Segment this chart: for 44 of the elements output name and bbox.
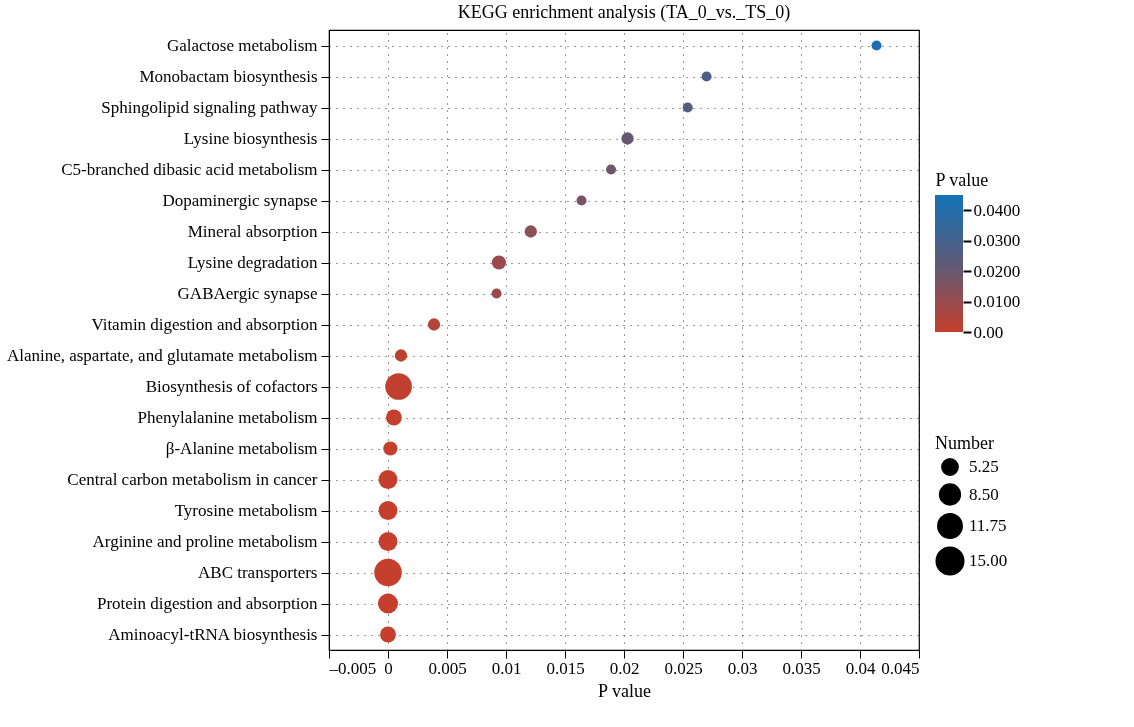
color-bar-label: 0.0200 (973, 261, 1021, 281)
y-tick-label: C5-branched dibasic acid metabolism (61, 160, 318, 179)
color-bar-label: 0.0100 (973, 292, 1021, 312)
x-tick-label: 0.005 (428, 658, 467, 678)
y-tick-label: Biosynthesis of cofactors (145, 377, 318, 396)
y-tick-label: Sphingolipid signaling pathway (101, 98, 318, 117)
legend-title: Number (935, 433, 994, 453)
x-tick-label: 0.035 (782, 658, 821, 678)
y-tick-label: Mineral absorption (187, 222, 318, 241)
y-tick-label: Dopaminergic synapse (162, 191, 318, 210)
x-tick-label: 0.04 (845, 658, 876, 678)
color-bar-title: P value (935, 169, 989, 190)
color-bar-label: 0.0400 (973, 200, 1021, 220)
y-tick-label: Arginine and proline metabolism (92, 532, 318, 551)
x-tick-label: 0.02 (609, 658, 640, 678)
x-tick-label: 0.03 (727, 658, 758, 678)
x-tick-label: 0 (384, 658, 393, 678)
x-tick-label: –0.005 (328, 658, 377, 678)
legend-label: 11.75 (969, 516, 1007, 535)
legend-label: 15.00 (969, 551, 1008, 570)
x-tick-label: 0.01 (491, 658, 522, 678)
y-tick-label: ABC transporters (198, 563, 318, 582)
y-tick-label: Tyrosine metabolism (174, 501, 318, 520)
y-tick-label: Aminoacyl-tRNA biosynthesis (108, 625, 318, 644)
y-tick-label: Vitamin digestion and absorption (91, 315, 318, 334)
color-bar-label: 0.0300 (973, 231, 1021, 251)
chart-title: KEGG enrichment analysis (TA_0_vs._TS_0) (457, 2, 791, 23)
y-tick-label: GABAergic synapse (177, 284, 318, 303)
legend-label: 5.25 (969, 457, 999, 476)
y-tick-label: Monobactam biosynthesis (139, 67, 318, 86)
x-tick-label: 0.015 (546, 658, 585, 678)
legend-label: 8.50 (969, 484, 999, 504)
y-tick-label: Protein digestion and absorption (96, 594, 318, 613)
y-tick-label: Phenylalanine metabolism (137, 408, 318, 427)
x-tick-label: 0.025 (664, 658, 703, 678)
x-axis-title: P value (598, 680, 651, 701)
x-tick-label: 0.045 (881, 658, 920, 678)
y-tick-label: β-Alanine metabolism (165, 439, 318, 458)
color-bar-label: 0.00 (973, 322, 1004, 342)
y-tick-label: Alanine, aspartate, and glutamate metabolism (6, 346, 318, 365)
y-tick-label: Galactose metabolism (166, 36, 318, 55)
y-tick-label: Central carbon metabolism in cancer (67, 470, 318, 489)
y-tick-label: Lysine degradation (187, 253, 318, 272)
y-tick-label: Lysine biosynthesis (183, 129, 318, 148)
